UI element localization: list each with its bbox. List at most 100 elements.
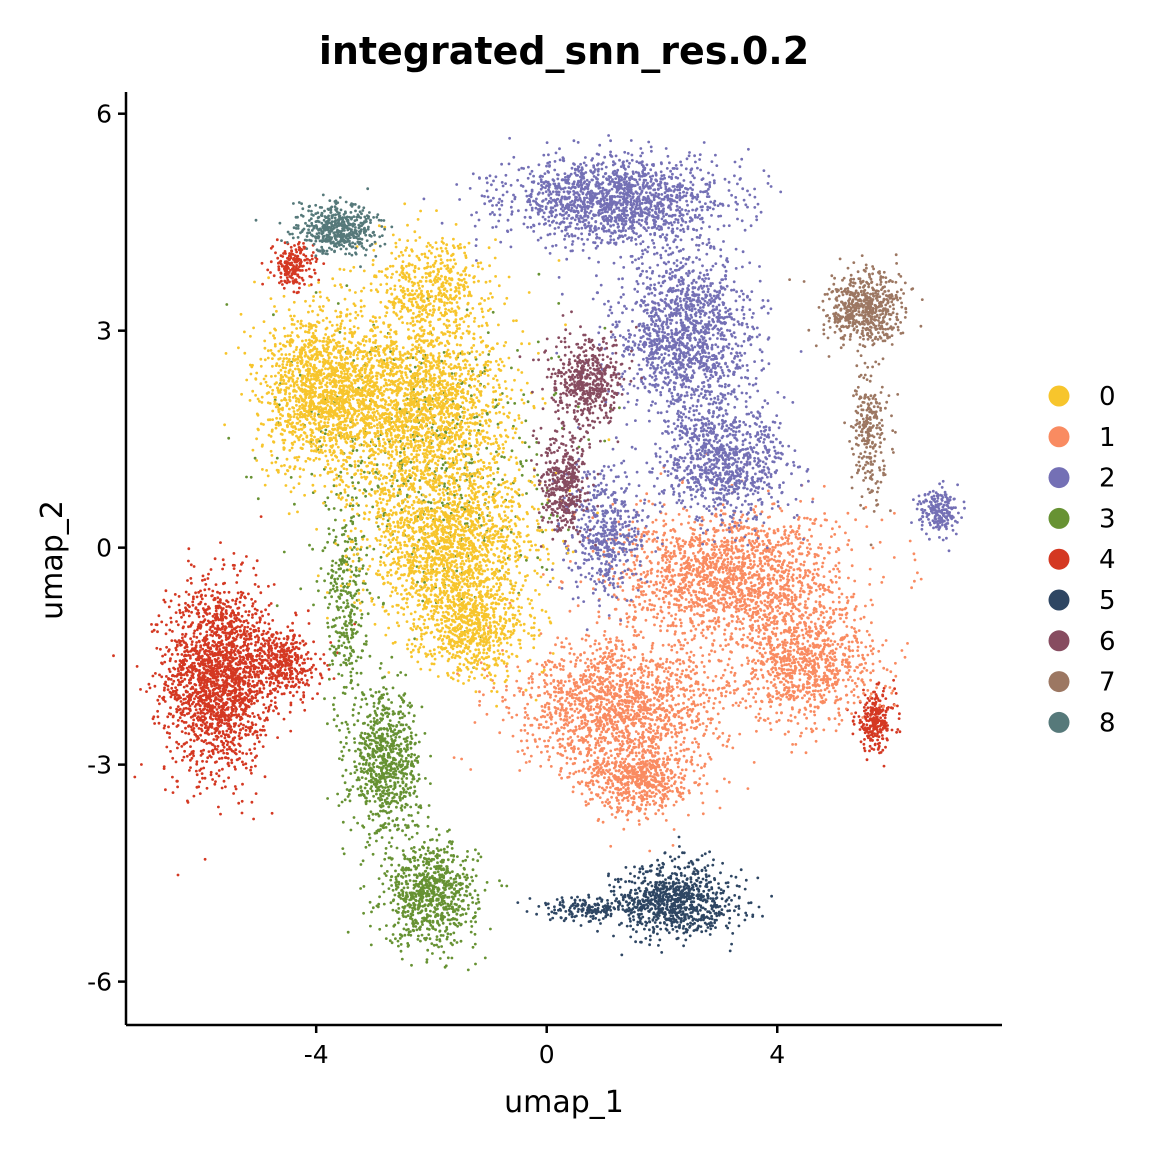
point [429, 782, 432, 785]
point [341, 582, 345, 585]
point [297, 685, 301, 689]
point [238, 680, 242, 684]
point [187, 724, 191, 728]
point [234, 748, 238, 752]
point [367, 832, 371, 836]
point [294, 611, 297, 615]
point [193, 697, 196, 701]
point [238, 688, 241, 691]
point [348, 579, 352, 583]
point [362, 825, 366, 829]
point [418, 911, 422, 915]
point [217, 687, 221, 690]
point [186, 799, 189, 803]
point [228, 662, 232, 665]
point [237, 743, 241, 746]
point [420, 879, 424, 883]
point [250, 702, 253, 706]
point [402, 927, 406, 931]
point [352, 546, 356, 549]
point [267, 645, 271, 649]
point [384, 748, 388, 752]
point [342, 641, 346, 645]
point [384, 852, 388, 855]
point [433, 865, 436, 869]
point [400, 888, 404, 892]
point [189, 715, 193, 719]
point [255, 673, 258, 676]
point [176, 652, 180, 656]
point [298, 670, 302, 674]
point [441, 914, 445, 918]
point [393, 893, 397, 897]
point [262, 711, 265, 714]
point [369, 924, 372, 928]
point [217, 656, 220, 660]
point [347, 591, 351, 594]
point [410, 814, 413, 817]
point [228, 667, 232, 671]
point [300, 677, 304, 681]
point [477, 429, 480, 432]
point [234, 647, 238, 650]
point [270, 811, 274, 815]
point [200, 729, 204, 733]
point [199, 733, 203, 737]
point [209, 625, 213, 629]
point [195, 636, 199, 639]
point [470, 875, 473, 879]
point [214, 583, 218, 586]
point [363, 786, 367, 790]
point [371, 812, 375, 816]
point [198, 672, 202, 676]
point [403, 805, 407, 809]
point [349, 652, 352, 655]
point [233, 765, 237, 769]
point [224, 739, 228, 743]
point [446, 911, 449, 915]
point [298, 663, 301, 667]
point [293, 272, 296, 276]
point [293, 244, 296, 247]
point [432, 879, 436, 883]
point [210, 732, 214, 735]
point [235, 630, 239, 633]
point [267, 655, 271, 659]
point [196, 735, 200, 738]
point [295, 268, 299, 272]
point [172, 679, 176, 683]
point [298, 282, 301, 285]
point [239, 629, 242, 633]
point [304, 268, 308, 272]
point [298, 641, 302, 645]
chart-title: integrated_snn_res.0.2 [319, 29, 809, 73]
point [416, 811, 420, 815]
point [426, 948, 430, 952]
point [392, 898, 396, 902]
point [471, 879, 474, 883]
point [238, 731, 242, 735]
point [291, 621, 294, 625]
point [438, 957, 442, 960]
point [346, 930, 350, 934]
point [337, 564, 341, 567]
point [317, 589, 320, 593]
point [406, 787, 410, 791]
point [288, 691, 292, 694]
point [384, 687, 388, 691]
point [340, 750, 344, 753]
point [288, 275, 292, 278]
point [866, 730, 869, 733]
point [178, 716, 182, 720]
point [254, 696, 257, 700]
point [473, 942, 477, 946]
point [402, 871, 406, 875]
point [213, 698, 217, 701]
point [364, 697, 368, 701]
point [436, 878, 439, 881]
point [390, 742, 393, 746]
point [866, 734, 869, 738]
point [424, 917, 428, 920]
point [199, 749, 203, 753]
point [169, 706, 172, 710]
